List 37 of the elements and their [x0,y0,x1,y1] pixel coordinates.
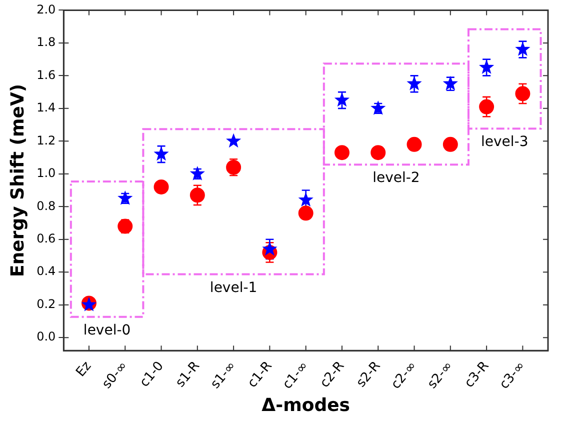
y-tick-label: 1.2 [36,133,56,148]
y-tick-label: 0.8 [36,198,56,213]
point [370,145,386,160]
y-tick-label: 0.2 [36,296,56,311]
y-tick-label: 1.6 [36,68,56,82]
y-tick-label: 1.0 [36,166,56,180]
point [263,242,276,255]
point [118,218,133,234]
x-tick-label: Ez [73,358,95,380]
point [480,60,494,74]
y-tick-label: 1.8 [36,35,56,50]
point [515,86,530,102]
y-tick-label: 0.4 [36,264,56,278]
point [406,136,422,152]
y-tick-label: 0.0 [36,330,56,344]
point [190,188,205,203]
y-tick-label: 0.6 [36,231,56,246]
annotation: level-3 [481,134,528,150]
point [226,160,242,175]
point [516,42,530,56]
annotation: level-0 [83,322,131,338]
point [154,147,168,160]
point [298,206,314,221]
y-axis-title: Energy Shift (meV) [7,84,28,277]
point [334,145,350,160]
point [408,76,421,90]
y-tick-label: 2.0 [36,2,56,16]
point [154,179,169,194]
point [299,193,313,206]
annotation: level-2 [372,170,420,186]
point [335,93,349,106]
point [226,134,240,147]
annotation: level-1 [210,280,258,296]
point [442,136,458,152]
x-axis-title: Δ-modes [262,394,350,416]
y-tick-label: 1.4 [36,100,56,115]
point [479,99,494,114]
